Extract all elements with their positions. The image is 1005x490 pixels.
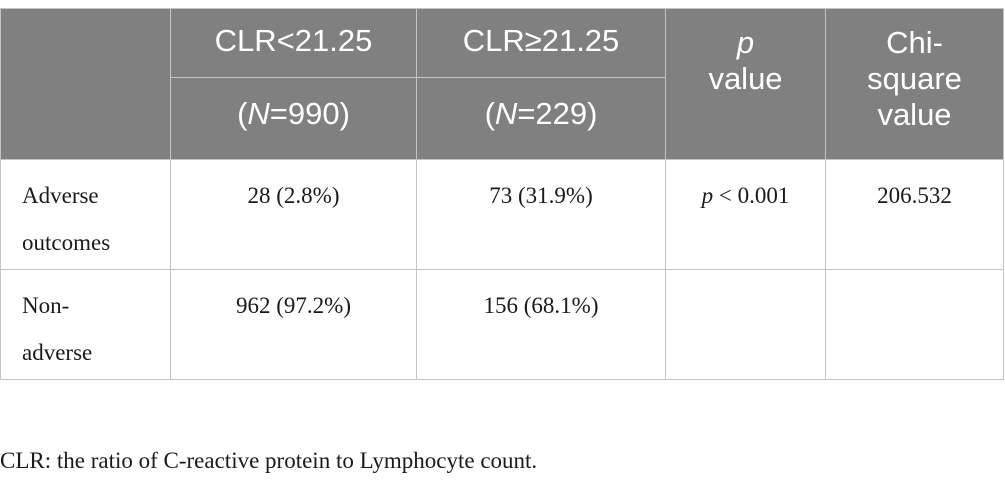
footnote: CLR: the ratio of C-reactive protein to … (0, 448, 538, 473)
header-p-italic: p (736, 25, 755, 60)
cell-adverse-low: 28 (2.8%) (170, 159, 417, 270)
header-clr-high: CLR≥21.25 (416, 8, 666, 78)
header-empty-cell (0, 8, 171, 160)
header-row-1: CLR<21.25 CLR≥21.25 p value Chi- square … (0, 8, 1004, 160)
header-n-low: (N=990) (170, 77, 417, 160)
cell-adverse-high: 73 (31.9%) (416, 159, 666, 270)
header-row-2: (N=990) (N=229) (1, 77, 1004, 160)
header-n-high: (N=229) (416, 77, 666, 160)
cell-adverse-chi: 206.532 (825, 159, 1004, 270)
header-chi-square: Chi- square value (825, 8, 1004, 160)
table-row: Adverse outcomes 28 (2.8%) 73 (31.9%) p … (0, 159, 1004, 270)
cell-nonadverse-chi (825, 269, 1004, 380)
header-p-line2: value (708, 61, 783, 96)
header-chi-line3: value (877, 97, 952, 132)
row-label-adverse: Adverse outcomes (0, 159, 171, 270)
cell-nonadverse-low: 962 (97.2%) (170, 269, 417, 380)
header-chi-line2: square (867, 61, 962, 96)
header-chi-line1: Chi- (886, 25, 943, 60)
results-table: CLR<21.25 CLR≥21.25 p value Chi- square … (0, 8, 1004, 380)
row-label-non-adverse: Non- adverse (0, 269, 171, 380)
header-clr-low: CLR<21.25 (170, 8, 417, 78)
header-p-value: p value (665, 8, 826, 160)
cell-nonadverse-high: 156 (68.1%) (416, 269, 666, 380)
cell-nonadverse-p (665, 269, 826, 380)
cell-adverse-p: p < 0.001 (665, 159, 826, 270)
table-row: Non- adverse 962 (97.2%) 156 (68.1%) (0, 269, 1004, 380)
